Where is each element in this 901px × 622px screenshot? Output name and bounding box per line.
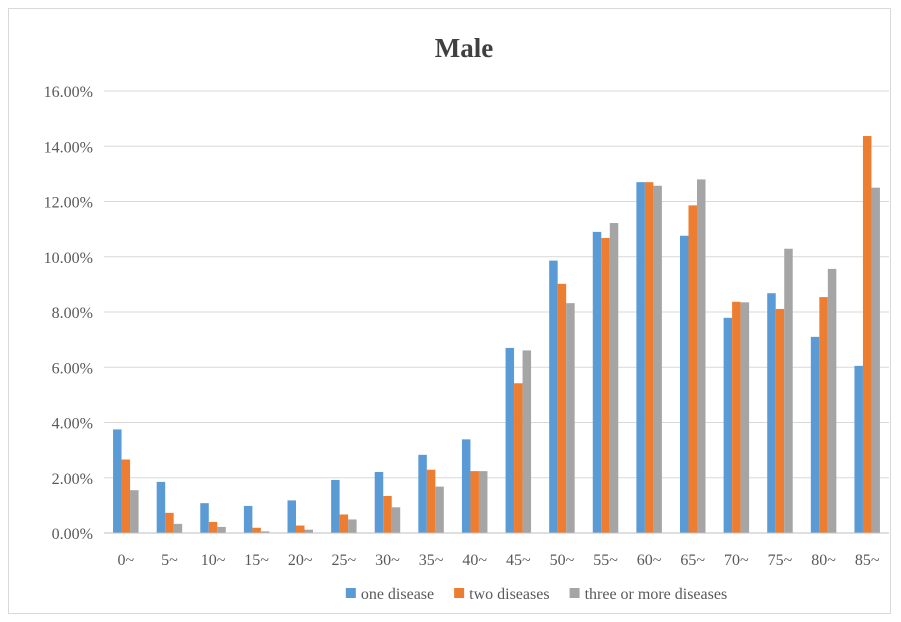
legend-swatch (345, 588, 356, 598)
y-axis-tick-labels: 0.00% 2.00% 4.00% 6.00% 8.00% 10.00% 12.00% 14.… (44, 84, 93, 543)
bar (426, 469, 436, 533)
x-tick-label: 40~ (462, 552, 487, 569)
bar (304, 529, 313, 533)
bar (287, 500, 296, 533)
x-tick-label: 85~ (855, 552, 880, 569)
x-tick-label: 25~ (332, 552, 357, 569)
x-axis-tick-labels: 0~ 5~ 10~ 15~ 20~ 25~ 30~ 35~ 40~ 45~ 50~ 55~ 60~ 65~… (117, 552, 879, 569)
bar (723, 317, 733, 533)
x-tick-label: 70~ (724, 552, 749, 569)
legend-item: three or more diseases (569, 586, 728, 603)
y-tick-label: 0.00% (52, 526, 93, 543)
bar (505, 347, 515, 533)
bar (636, 182, 645, 533)
bar (217, 526, 226, 533)
bar (165, 512, 174, 533)
bar (740, 302, 750, 533)
y-tick-label: 4.00% (52, 416, 93, 433)
bar-chart: Male 0.00% 2.00% 4.00% 6.00% 8.00% 10.00% 12.0… (44, 33, 889, 603)
bar (260, 531, 270, 533)
legend: one disease two diseases three or more dis… (345, 586, 728, 603)
legend-item: one disease (345, 586, 434, 603)
bar (680, 235, 689, 533)
bar (383, 495, 392, 533)
bar (775, 308, 785, 533)
legend-item: two diseases (454, 586, 550, 603)
bar (827, 268, 837, 533)
bar (522, 350, 532, 533)
bar (243, 505, 253, 533)
x-tick-label: 35~ (419, 552, 444, 569)
bar (592, 231, 602, 533)
bar (470, 471, 479, 533)
bar (810, 336, 820, 533)
bar (862, 136, 872, 533)
y-tick-label: 8.00% (52, 305, 93, 322)
x-tick-label: 45~ (506, 552, 531, 569)
bars (113, 136, 880, 534)
bar (156, 481, 166, 533)
bar (697, 179, 706, 533)
bar (200, 503, 209, 533)
bar (767, 293, 776, 533)
bar (514, 383, 523, 533)
bar (601, 237, 610, 533)
bar (478, 471, 488, 533)
bar (348, 519, 357, 533)
y-tick-label: 12.00% (44, 195, 93, 212)
x-tick-label: 5~ (161, 552, 178, 569)
x-tick-label: 0~ (117, 552, 134, 569)
legend-label: three or more diseases (585, 586, 728, 603)
bar (418, 454, 427, 533)
bar (121, 459, 131, 533)
chart-title: Male (435, 33, 493, 63)
legend-swatch (454, 588, 465, 598)
x-tick-label: 10~ (201, 552, 226, 569)
bar (296, 525, 305, 533)
x-tick-label: 55~ (593, 552, 618, 569)
y-tick-label: 16.00% (44, 84, 93, 101)
bar (113, 429, 122, 533)
chart-frame: Male 0.00% 2.00% 4.00% 6.00% 8.00% 10.00% 12.0… (8, 8, 891, 614)
legend-label: two diseases (469, 586, 549, 603)
x-tick-label: 20~ (288, 552, 313, 569)
bar (644, 182, 654, 533)
bar (173, 523, 183, 533)
y-tick-label: 14.00% (44, 139, 93, 156)
x-tick-label: 60~ (637, 552, 662, 569)
bar (557, 283, 567, 533)
bar (549, 260, 558, 533)
bar (374, 471, 384, 533)
bar (566, 303, 575, 533)
bar (653, 185, 662, 533)
x-tick-label: 30~ (375, 552, 400, 569)
bar (339, 514, 349, 533)
bar (435, 486, 444, 533)
bar (688, 205, 697, 533)
legend-swatch (569, 588, 580, 598)
bar (609, 223, 619, 534)
y-tick-label: 10.00% (44, 250, 93, 267)
bar (871, 187, 880, 533)
x-tick-label: 75~ (768, 552, 793, 569)
x-tick-label: 65~ (680, 552, 705, 569)
x-tick-label: 50~ (550, 552, 575, 569)
y-tick-label: 6.00% (52, 360, 93, 377)
bar (854, 365, 863, 533)
bar (130, 490, 139, 533)
gridlines (104, 90, 889, 479)
bar (461, 439, 471, 533)
x-tick-label: 15~ (244, 552, 269, 569)
bar (252, 527, 261, 533)
bar (331, 479, 340, 533)
bar (208, 521, 218, 533)
legend-label: one disease (361, 586, 434, 603)
bar (784, 248, 793, 533)
y-tick-label: 2.00% (52, 471, 93, 488)
bar (819, 297, 828, 533)
bar (732, 301, 741, 533)
x-tick-label: 80~ (811, 552, 836, 569)
bar (391, 507, 401, 533)
